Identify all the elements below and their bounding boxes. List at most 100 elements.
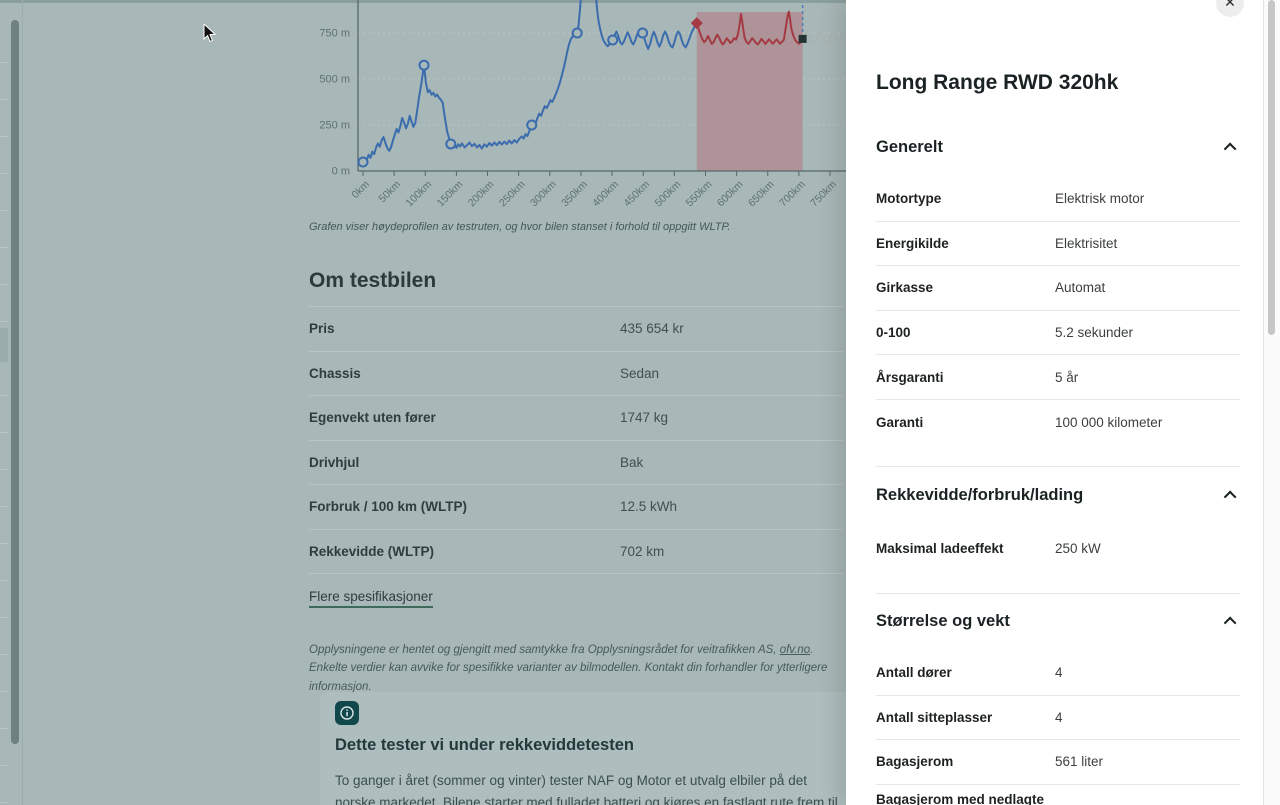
spec-label: Garanti (876, 414, 924, 430)
svg-text:100km: 100km (403, 178, 434, 209)
background-scrollbar[interactable] (11, 20, 19, 744)
info-card-heading: Dette tester vi under rekkeviddetesten (335, 736, 634, 754)
section-header-generelt[interactable]: Generelt (876, 138, 1240, 157)
svg-text:250km: 250km (497, 178, 528, 209)
detail-panel (846, 0, 1280, 805)
spec-label: Antall dører (876, 665, 952, 681)
close-icon[interactable]: ✕ (1216, 0, 1244, 17)
svg-text:200km: 200km (466, 178, 497, 209)
more-specs-link[interactable]: Flere spesifikasjoner (309, 589, 433, 608)
disclaimer-text: Opplysningene er hentet og gjengitt med … (309, 641, 847, 696)
spec-value: 250 kW (1055, 540, 1101, 556)
table-row: Årsgaranti 5 år (876, 355, 1240, 400)
section-rows-rekkevidde: Maksimal ladeeffekt 250 kW (876, 526, 1240, 571)
info-card: Dette tester vi under rekkeviddetesten T… (320, 692, 882, 805)
svg-text:50km: 50km (376, 178, 403, 205)
spec-label: Årsgaranti (876, 369, 944, 385)
ofv-link[interactable]: ofv.no (779, 644, 811, 656)
background-table-rows (0, 26, 8, 805)
table-row: Chassis Sedan (309, 352, 843, 396)
table-row: Girkasse Automat (876, 266, 1240, 311)
svg-text:0km: 0km (349, 178, 372, 201)
svg-text:0 m: 0 m (332, 166, 350, 178)
table-row: Motortype Elektrisk motor (876, 177, 1240, 222)
spec-label: Egenvekt uten fører (309, 410, 436, 426)
background-divider (22, 0, 23, 805)
svg-text:500km: 500km (653, 178, 684, 209)
svg-text:600km: 600km (715, 178, 746, 209)
spec-label: Maksimal ladeeffekt (876, 540, 1004, 556)
mouse-cursor (203, 24, 217, 43)
table-row: Forbruk / 100 km (WLTP) 12.5 kWh (309, 485, 843, 530)
table-row: Egenvekt uten fører 1747 kg (309, 396, 843, 441)
section-title: Størrelse og vekt (876, 612, 1010, 630)
spec-value: 435 654 kr (620, 321, 684, 337)
clipped-row-above (0, 0, 846, 3)
spec-label: Antall sitteplasser (876, 709, 993, 725)
section-heading-om-testbilen: Om testbilen (309, 269, 437, 292)
table-row: Antall dører 4 (876, 651, 1240, 696)
section-title: Generelt (876, 138, 943, 156)
table-row: Rekkevidde (WLTP) 702 km (309, 530, 843, 574)
disclaimer-part2: . Enkelte verdier kan avvike for spesifi… (309, 644, 828, 693)
spec-label: 0-100 (876, 325, 911, 341)
svg-text:150km: 150km (435, 178, 466, 209)
table-row: 0-100 5.2 sekunder (876, 311, 1240, 356)
spec-label: Pris (309, 321, 335, 337)
svg-text:750km: 750km (808, 178, 839, 209)
svg-text:300km: 300km (528, 178, 559, 209)
spec-value: Sedan (620, 365, 660, 381)
spec-label: Bagasjerom (876, 754, 954, 770)
chart-caption: Grafen viser høydeprofilen av testruten,… (309, 221, 731, 233)
divider (876, 466, 1240, 467)
section-rows-storrelse: Antall dører 4 Antall sitteplasser 4 Bag… (876, 651, 1240, 805)
spec-value: 561 liter (1055, 754, 1104, 770)
table-row: Antall sitteplasser 4 (876, 696, 1240, 741)
test-car-spec-table: Pris 435 654 kr Chassis Sedan Egenvekt u… (309, 307, 843, 574)
chevron-up-icon (1223, 616, 1237, 630)
spec-value: 12.5 kWh (620, 499, 678, 515)
spec-value: 1747 kg (620, 410, 669, 426)
panel-scrollbar-thumb[interactable] (1268, 0, 1275, 335)
section-rows-generelt: Motortype Elektrisk motor Energikilde El… (876, 177, 1240, 445)
svg-text:450km: 450km (621, 178, 652, 209)
spec-label: Drivhjul (309, 454, 360, 470)
panel-scrollbar-track[interactable] (1263, 0, 1280, 805)
spec-value: Elektrisitet (1055, 235, 1118, 251)
table-row: Pris 435 654 kr (309, 307, 843, 352)
divider (876, 593, 1240, 594)
info-icon (335, 701, 359, 725)
spec-value: Elektrisk motor (1055, 191, 1145, 207)
svg-text:350km: 350km (559, 178, 590, 209)
section-header-rekkevidde[interactable]: Rekkevidde/forbruk/lading (876, 486, 1240, 505)
table-row: Maksimal ladeeffekt 250 kW (876, 526, 1240, 571)
svg-text:750 m: 750 m (319, 28, 350, 40)
info-card-body: To ganger i året (sommer og vinter) test… (335, 773, 838, 805)
panel-title: Long Range RWD 320hk (876, 71, 1119, 94)
background-table-highlighted-row (0, 328, 8, 362)
spec-label: Forbruk / 100 km (WLTP) (309, 499, 468, 515)
table-row: Drivhjul Bak (309, 441, 843, 485)
section-title: Rekkevidde/forbruk/lading (876, 486, 1084, 504)
spec-label: Energikilde (876, 235, 949, 251)
svg-text:500 m: 500 m (319, 74, 350, 86)
disclaimer-part1: Opplysningene er hentet og gjengitt med … (309, 644, 780, 656)
spec-label: Motortype (876, 191, 942, 207)
chevron-up-icon (1223, 142, 1237, 156)
spec-label: Bagasjerom med nedlagte seter (876, 792, 1045, 805)
spec-value: 100 000 kilometer (1055, 414, 1163, 430)
chevron-up-icon (1223, 490, 1237, 504)
section-header-storrelse[interactable]: Størrelse og vekt (876, 612, 1240, 631)
spec-value: 5 år (1055, 369, 1079, 385)
spec-value: 4 (1055, 665, 1063, 681)
svg-text:650km: 650km (746, 178, 777, 209)
table-row: Bagasjerom 561 liter (876, 740, 1240, 785)
table-row: Energikilde Elektrisitet (876, 222, 1240, 267)
spec-value: 4 (1055, 709, 1063, 725)
table-row: Garanti 100 000 kilometer (876, 400, 1240, 445)
spec-value: Automat (1055, 280, 1106, 296)
table-row: Bagasjerom med nedlagte seter (876, 785, 1240, 805)
spec-label: Girkasse (876, 280, 934, 296)
spec-label: Chassis (309, 365, 361, 381)
